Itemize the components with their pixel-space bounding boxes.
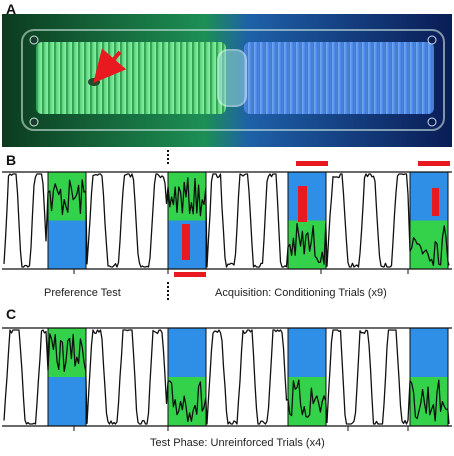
trial-block-top xyxy=(168,328,206,377)
screw-icon xyxy=(29,35,39,45)
locomotion-trace xyxy=(3,173,450,268)
screw-icon xyxy=(427,35,437,45)
center-divider xyxy=(217,49,247,107)
panel-c-traces xyxy=(2,327,452,431)
screw-icon xyxy=(427,117,437,127)
trial-block-bottom xyxy=(48,220,86,269)
shock-marker xyxy=(432,188,439,216)
shock-marker xyxy=(296,161,328,166)
blue-compartment xyxy=(244,42,434,114)
trial-block-top xyxy=(288,328,326,377)
panel-a-photo xyxy=(2,14,452,147)
panel-b-traces xyxy=(2,150,452,300)
test-phase-caption: Test Phase: Unreinforced Trials (x4) xyxy=(150,437,325,449)
chamber-frame xyxy=(21,29,445,131)
locomotion-trace xyxy=(3,329,450,425)
trial-block-top xyxy=(410,328,448,377)
shock-marker xyxy=(182,224,190,260)
shock-marker xyxy=(298,186,307,222)
panel-c-label: C xyxy=(6,306,17,322)
trial-block-bottom xyxy=(48,377,86,426)
green-compartment xyxy=(36,42,226,114)
shock-marker xyxy=(418,161,450,166)
panel-b-label: B xyxy=(6,152,17,168)
trial-block-top xyxy=(410,172,448,221)
arrow-icon xyxy=(93,48,127,84)
acquisition-caption: Acquisition: Conditioning Trials (x9) xyxy=(215,287,387,299)
preference-test-caption: Preference Test xyxy=(44,287,121,299)
screw-icon xyxy=(29,117,39,127)
fly-icon xyxy=(88,78,100,86)
shock-marker xyxy=(174,272,206,277)
panel-a-label: A xyxy=(6,1,17,17)
